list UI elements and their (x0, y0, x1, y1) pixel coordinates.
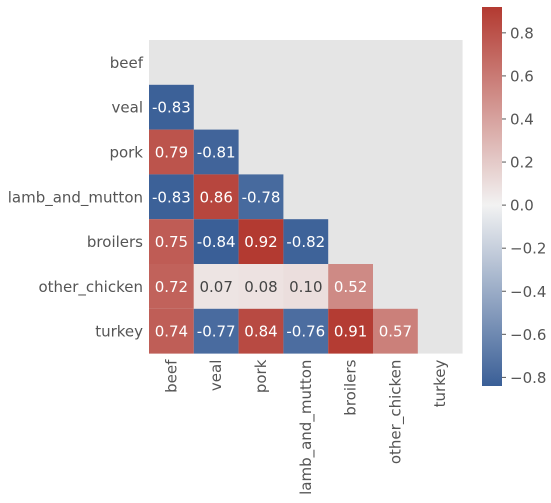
heatmap-cell-turkey-beef (149, 308, 194, 354)
heatmap-cell-lamb_and_mutton-pork (238, 174, 284, 220)
heatmap-cell-pork-beef (149, 129, 194, 175)
colorbar-tick-label: 0.2 (510, 154, 534, 172)
heatmap-cell-pork-veal (193, 129, 239, 175)
row-tick-labels: beef veal pork lamb_and_mutton broilers other… (8, 54, 144, 341)
heatmap-cell-turkey-other_chicken (373, 308, 418, 354)
row-label-other_chicken: other_chicken (38, 278, 143, 297)
heatmap-cell-other_chicken-veal (193, 264, 239, 309)
heatmap-cell-veal-beef (149, 84, 194, 130)
cell-value-other_chicken-veal: 0.07 (199, 278, 232, 296)
heatmap-cell-turkey-lamb_and_mutton (283, 308, 329, 354)
cell-value-other_chicken-beef: 0.72 (155, 278, 188, 296)
heatmap-cell-broilers-veal (193, 219, 239, 264)
row-label-turkey: turkey (95, 323, 143, 341)
row-label-broilers: broilers (87, 233, 143, 251)
cell-value-broilers-beef: 0.75 (155, 233, 188, 251)
cell-value-turkey-lamb_and_mutton: -0.76 (286, 323, 325, 341)
cell-value-turkey-veal: -0.77 (197, 323, 236, 341)
cell-value-lamb_and_mutton-veal: 0.86 (199, 188, 232, 206)
colorbar-tick-label: 0.6 (510, 67, 534, 85)
column-label-veal: veal (207, 360, 225, 391)
cell-value-turkey-broilers: 0.91 (334, 323, 367, 341)
heatmap-cell-broilers-lamb_and_mutton (283, 219, 329, 264)
heatmap-cell-lamb_and_mutton-veal (193, 174, 239, 220)
column-label-lamb_and_mutton: lamb_and_mutton (297, 360, 316, 495)
cell-value-turkey-pork: 0.84 (244, 323, 277, 341)
row-label-veal: veal (112, 99, 143, 117)
cell-value-veal-beef: -0.83 (152, 99, 191, 117)
column-label-broilers: broilers (342, 359, 360, 415)
cell-value-turkey-beef: 0.74 (155, 323, 188, 341)
colorbar-tick-label: −0.8 (510, 369, 546, 387)
cell-value-pork-veal: -0.81 (197, 144, 236, 162)
heatmap-cell-other_chicken-beef (149, 264, 194, 309)
colorbar-tick-label: −0.6 (510, 326, 546, 344)
cell-value-lamb_and_mutton-beef: -0.83 (152, 188, 191, 206)
cell-value-broilers-pork: 0.92 (244, 233, 277, 251)
cell-value-pork-beef: 0.79 (155, 144, 188, 162)
colorbar-tick-label: 0.0 (510, 197, 534, 215)
cell-value-turkey-other_chicken: 0.57 (379, 323, 412, 341)
colorbar-gradient (482, 7, 502, 386)
colorbar-ticks: −0.8 −0.6 −0.4 −0.2 0.0 0.2 0.4 0.6 0.8 (502, 24, 546, 387)
column-label-other_chicken: other_chicken (386, 360, 405, 465)
colorbar: −0.8 −0.6 −0.4 −0.2 0.0 0.2 0.4 0.6 0.8 (482, 7, 546, 387)
row-label-lamb_and_mutton: lamb_and_mutton (8, 188, 143, 207)
colorbar-tick-label: −0.2 (510, 240, 546, 258)
cell-value-other_chicken-lamb_and_mutton: 0.10 (289, 278, 322, 296)
heatmap-cell-turkey-veal (193, 308, 239, 354)
heatmap-cell-lamb_and_mutton-beef (149, 174, 194, 220)
cell-value-broilers-lamb_and_mutton: -0.82 (286, 233, 325, 251)
heatmap-cell-broilers-beef (149, 219, 194, 264)
cell-value-other_chicken-broilers: 0.52 (334, 278, 367, 296)
heatmap-cell-broilers-pork (238, 219, 284, 264)
heatmap-cell-other_chicken-broilers (328, 264, 373, 309)
cell-value-broilers-veal: -0.84 (197, 233, 236, 251)
colorbar-tick-label: 0.8 (510, 24, 534, 42)
colorbar-tick-label: −0.4 (510, 283, 546, 301)
heatmap-cell-other_chicken-pork (238, 264, 284, 309)
cell-value-other_chicken-pork: 0.08 (244, 278, 277, 296)
heatmap-cell-turkey-broilers (328, 308, 373, 354)
column-label-pork: pork (252, 359, 270, 393)
heatmap-cell-other_chicken-lamb_and_mutton (283, 264, 329, 309)
heatmap-cells (149, 84, 418, 354)
column-label-beef: beef (162, 359, 180, 393)
heatmap-cell-labels: -0.83 0.79 -0.81 -0.83 0.86 -0.78 0.75 -0.84 0.9… (152, 99, 412, 341)
heatmap-cell-turkey-pork (238, 308, 284, 354)
cell-value-lamb_and_mutton-pork: -0.78 (242, 188, 281, 206)
column-tick-labels: beef veal pork lamb_and_mutton broilers other… (162, 359, 449, 495)
colorbar-tick-label: 0.4 (510, 110, 534, 128)
row-label-pork: pork (109, 144, 143, 162)
row-label-beef: beef (110, 54, 144, 72)
column-label-turkey: turkey (431, 359, 449, 407)
